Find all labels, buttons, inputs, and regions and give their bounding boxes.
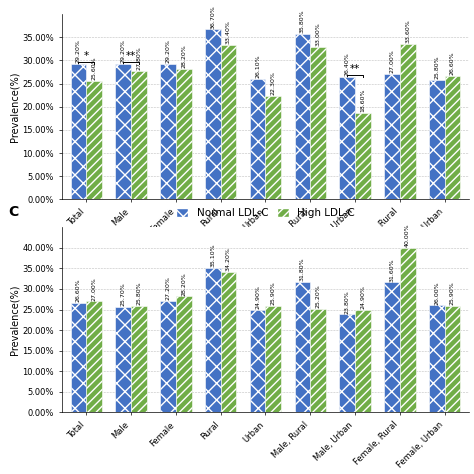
Text: 27.20%: 27.20% bbox=[165, 276, 171, 300]
Bar bbox=[220, 272, 237, 412]
Text: *: * bbox=[84, 51, 89, 62]
Bar bbox=[429, 305, 445, 412]
Bar bbox=[205, 29, 220, 199]
Text: 31.60%: 31.60% bbox=[390, 258, 394, 282]
Text: 29.20%: 29.20% bbox=[121, 39, 126, 63]
Bar bbox=[384, 283, 400, 412]
Text: 29.20%: 29.20% bbox=[165, 39, 171, 63]
Text: 33.00%: 33.00% bbox=[316, 22, 320, 46]
Text: 25.60%: 25.60% bbox=[91, 56, 97, 80]
Text: 18.60%: 18.60% bbox=[360, 89, 365, 112]
Bar bbox=[131, 71, 147, 199]
Bar bbox=[160, 64, 176, 199]
Text: 26.00%: 26.00% bbox=[434, 281, 439, 305]
Text: 23.80%: 23.80% bbox=[345, 290, 350, 314]
Text: 25.90%: 25.90% bbox=[450, 281, 455, 305]
Bar bbox=[71, 303, 86, 412]
Text: 26.60%: 26.60% bbox=[76, 279, 81, 302]
Bar bbox=[294, 34, 310, 199]
Text: 25.20%: 25.20% bbox=[316, 284, 320, 308]
Text: 35.10%: 35.10% bbox=[210, 244, 215, 267]
Text: 24.90%: 24.90% bbox=[360, 285, 365, 309]
Bar bbox=[310, 309, 326, 412]
Text: 33.40%: 33.40% bbox=[226, 20, 231, 44]
Bar bbox=[400, 248, 416, 412]
Y-axis label: Prevalence(%): Prevalence(%) bbox=[9, 284, 19, 355]
Text: 26.10%: 26.10% bbox=[255, 54, 260, 78]
Y-axis label: Prevalence(%): Prevalence(%) bbox=[9, 72, 19, 142]
Text: 40.00%: 40.00% bbox=[405, 223, 410, 247]
Bar bbox=[265, 96, 281, 199]
Bar bbox=[400, 44, 416, 199]
Text: 24.90%: 24.90% bbox=[255, 285, 260, 309]
Bar bbox=[310, 46, 326, 199]
Bar bbox=[131, 306, 147, 412]
Bar bbox=[160, 301, 176, 412]
Text: 35.80%: 35.80% bbox=[300, 9, 305, 33]
Bar bbox=[265, 306, 281, 412]
Bar bbox=[176, 69, 191, 199]
Bar bbox=[355, 310, 371, 412]
Bar bbox=[205, 268, 220, 412]
Bar bbox=[115, 307, 131, 412]
Text: 28.20%: 28.20% bbox=[181, 44, 186, 68]
Bar bbox=[294, 282, 310, 412]
Text: 33.60%: 33.60% bbox=[405, 19, 410, 43]
Bar bbox=[445, 76, 460, 199]
Bar bbox=[339, 314, 355, 412]
Bar bbox=[429, 80, 445, 199]
Text: 25.90%: 25.90% bbox=[271, 281, 276, 305]
Text: 22.30%: 22.30% bbox=[271, 71, 276, 95]
Text: 26.40%: 26.40% bbox=[345, 53, 350, 76]
Text: 27.00%: 27.00% bbox=[91, 277, 97, 301]
Bar bbox=[445, 306, 460, 412]
Text: 29.20%: 29.20% bbox=[76, 39, 81, 63]
Bar bbox=[339, 77, 355, 199]
Text: **: ** bbox=[126, 51, 136, 62]
Text: 28.20%: 28.20% bbox=[181, 272, 186, 296]
Bar bbox=[176, 296, 191, 412]
Bar bbox=[86, 301, 102, 412]
Bar bbox=[220, 45, 237, 199]
Bar bbox=[250, 310, 265, 412]
Text: 26.60%: 26.60% bbox=[450, 52, 455, 75]
Bar bbox=[71, 64, 86, 199]
Text: 25.80%: 25.80% bbox=[137, 282, 141, 305]
Text: C: C bbox=[9, 205, 19, 219]
Bar bbox=[115, 64, 131, 199]
Bar bbox=[355, 113, 371, 199]
Text: **: ** bbox=[350, 64, 360, 74]
Bar bbox=[250, 79, 265, 199]
Bar bbox=[384, 74, 400, 199]
Text: 31.80%: 31.80% bbox=[300, 257, 305, 281]
Text: 36.70%: 36.70% bbox=[210, 5, 215, 28]
Legend: Normal LDL-C, High LDL-C: Normal LDL-C, High LDL-C bbox=[176, 208, 355, 219]
Text: 34.20%: 34.20% bbox=[226, 247, 231, 271]
Text: 25.70%: 25.70% bbox=[121, 282, 126, 306]
Bar bbox=[86, 81, 102, 199]
Text: 25.80%: 25.80% bbox=[434, 55, 439, 79]
Text: 27.00%: 27.00% bbox=[390, 50, 394, 73]
Text: 27.80%: 27.80% bbox=[137, 46, 141, 70]
